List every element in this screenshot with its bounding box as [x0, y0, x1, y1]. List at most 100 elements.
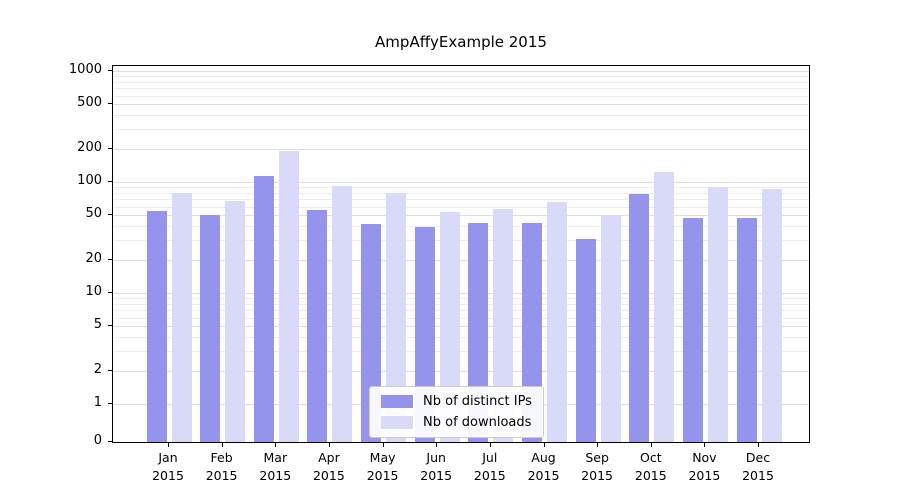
bar-distinct-ips-feb — [200, 215, 221, 442]
x-tick-label: Jun 2015 — [420, 450, 453, 483]
plot-area: Nb of distinct IPs Nb of downloads — [112, 65, 810, 443]
x-tick-label: Feb 2015 — [205, 450, 238, 483]
y-tick — [108, 258, 112, 260]
x-tick-label: Jan 2015 — [152, 450, 184, 483]
y-tick — [108, 147, 112, 149]
y-tick-label: 500 — [77, 95, 102, 111]
x-tick-label: Dec 2015 — [742, 450, 774, 483]
x-tick — [597, 443, 599, 447]
x-tick — [489, 443, 491, 447]
x-tick — [650, 443, 652, 447]
bar-distinct-ips-dec — [736, 218, 757, 442]
x-tick — [221, 443, 223, 447]
y-tick-label: 5 — [93, 317, 102, 333]
y-tick — [108, 403, 112, 404]
x-tick-label: Mar 2015 — [259, 450, 292, 483]
legend-item-distinct-ips: Nb of distinct IPs — [381, 394, 532, 409]
x-tick — [436, 443, 438, 447]
bar-distinct-ips-jan — [146, 210, 167, 442]
gridline — [113, 259, 809, 261]
gridline — [113, 81, 809, 83]
gridline — [113, 95, 809, 97]
y-tick — [108, 70, 112, 71]
bar-distinct-ips-oct — [629, 194, 650, 442]
chart-title: AmpAffyExample 2015 — [375, 33, 547, 51]
bar-downloads-jan — [171, 192, 192, 442]
x-tick — [275, 443, 277, 447]
gridline — [113, 215, 809, 217]
gridline — [113, 351, 809, 352]
bar-downloads-may — [386, 193, 407, 442]
y-tick-label: 20 — [85, 250, 102, 266]
bar-downloads-nov — [707, 186, 728, 442]
gridline — [113, 88, 809, 90]
x-tick-label: Jul 2015 — [473, 450, 506, 483]
gridline — [113, 71, 809, 72]
x-tick — [382, 443, 384, 447]
legend-item-downloads: Nb of downloads — [381, 415, 532, 430]
gridline — [113, 104, 809, 106]
bar-downloads-mar — [278, 151, 299, 442]
gridline — [113, 115, 809, 117]
y-tick-label: 200 — [77, 139, 102, 155]
legend: Nb of distinct IPs Nb of downloads — [369, 386, 544, 438]
x-tick-label: Apr 2015 — [312, 450, 345, 483]
bar-distinct-ips-nov — [682, 218, 703, 442]
x-tick — [328, 443, 330, 447]
legend-label-distinct-ips: Nb of distinct IPs — [423, 394, 532, 409]
y-tick-label: 100 — [77, 173, 102, 188]
gridline — [113, 337, 809, 339]
x-tick — [704, 443, 706, 447]
gridline — [113, 317, 809, 319]
y-tick — [108, 369, 112, 371]
legend-swatch-distinct-ips — [381, 395, 413, 408]
x-tick-label: Oct 2015 — [634, 450, 667, 483]
bar-distinct-ips-sep — [575, 238, 596, 442]
gridline — [113, 129, 809, 130]
y-tick — [108, 214, 112, 216]
gridline — [113, 310, 809, 312]
gridline — [113, 370, 809, 372]
bar-downloads-sep — [600, 215, 621, 442]
gridline — [113, 240, 809, 241]
gridline — [113, 293, 809, 294]
x-tick-label: Sep 2015 — [581, 450, 613, 483]
gridline — [113, 206, 809, 208]
x-tick — [168, 443, 169, 447]
y-tick-label: 1000 — [68, 62, 102, 77]
bar-downloads-jul — [493, 209, 514, 442]
y-tick — [108, 325, 112, 327]
y-tick-label: 10 — [85, 284, 102, 299]
bar-distinct-ips-apr — [307, 210, 328, 442]
gridline — [113, 199, 809, 201]
gridline — [113, 187, 809, 189]
x-tick-label: Nov 2015 — [688, 450, 721, 483]
bar-downloads-aug — [547, 202, 567, 442]
gridline — [113, 326, 809, 328]
bar-downloads-dec — [761, 189, 782, 442]
y-tick — [108, 441, 112, 442]
gridline — [113, 298, 809, 300]
legend-swatch-downloads — [381, 416, 413, 429]
gridline — [113, 76, 809, 78]
legend-label-downloads: Nb of downloads — [423, 415, 532, 430]
bar-downloads-jun — [439, 211, 460, 442]
y-tick-label: 50 — [85, 206, 102, 222]
y-tick-label: 1 — [93, 395, 102, 410]
bar-downloads-oct — [654, 172, 675, 442]
y-tick — [108, 181, 112, 182]
x-tick-label: May 2015 — [366, 450, 399, 483]
bar-downloads-apr — [332, 186, 353, 442]
bar-distinct-ips-mar — [253, 176, 274, 442]
gridline — [113, 303, 809, 305]
gridline — [113, 226, 809, 228]
gridline — [113, 148, 809, 150]
y-tick — [108, 292, 112, 293]
gridline — [113, 182, 809, 183]
x-tick — [758, 443, 759, 447]
bar-downloads-feb — [225, 201, 246, 442]
gridline — [113, 192, 809, 194]
x-tick — [543, 443, 545, 447]
y-tick-label: 2 — [93, 361, 102, 377]
